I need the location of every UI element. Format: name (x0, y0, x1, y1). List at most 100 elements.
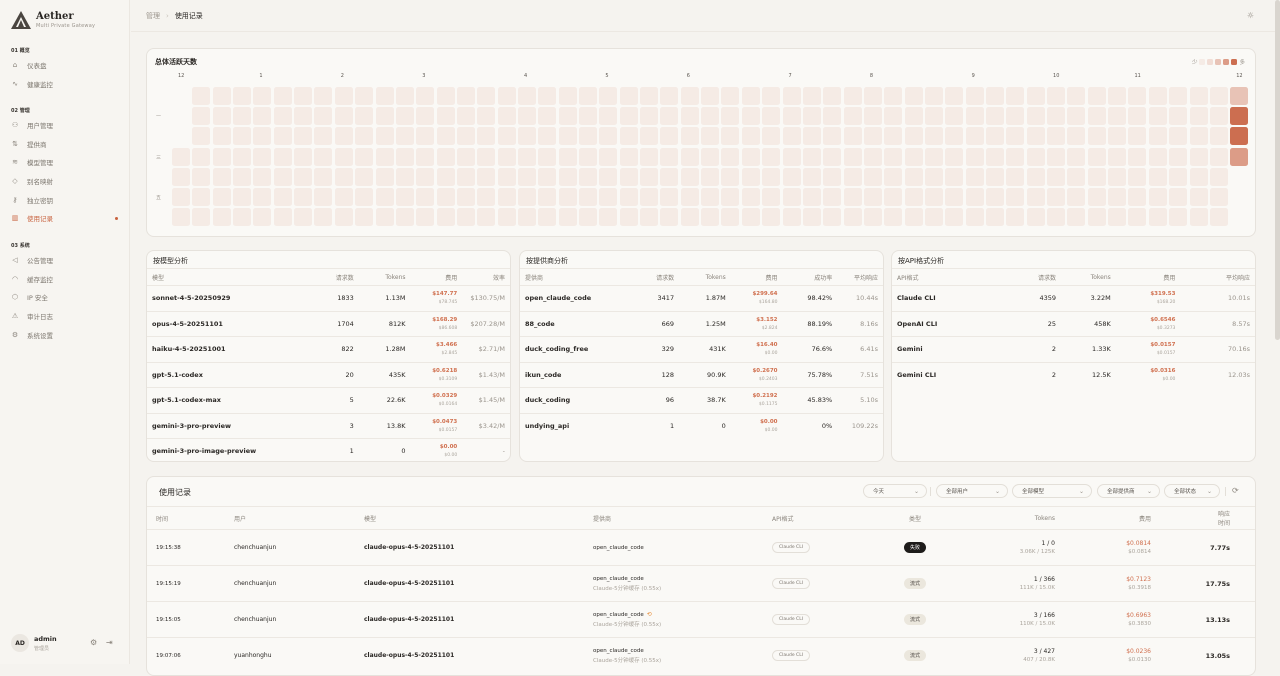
refresh-icon[interactable]: ⟳ (1232, 486, 1239, 495)
heatmap-cell[interactable] (192, 107, 211, 126)
sidebar-item[interactable]: ◁ 公告管理 (11, 252, 123, 268)
heatmap-cell[interactable] (986, 208, 1004, 227)
heatmap-cell[interactable] (823, 107, 842, 126)
table-row[interactable]: 88_code 669 1.25M $3.152 $2.824 88.19% 8.16s (520, 310, 883, 337)
heatmap-cell[interactable] (1169, 167, 1188, 186)
heatmap-cell[interactable] (823, 147, 842, 166)
heatmap-cell[interactable] (823, 167, 842, 186)
heatmap-cell[interactable] (1026, 87, 1045, 105)
heatmap-cell[interactable] (782, 147, 801, 166)
heatmap-cell[interactable] (558, 107, 577, 126)
heatmap-cell[interactable] (965, 107, 984, 126)
heatmap-cell[interactable] (660, 208, 679, 227)
heatmap-cell[interactable] (1230, 107, 1249, 126)
heatmap-cell[interactable] (375, 87, 394, 105)
heatmap-cell[interactable] (1047, 87, 1066, 105)
heatmap-cell[interactable] (436, 167, 455, 186)
sidebar-item[interactable]: ⚷ 独立密钥 (11, 192, 123, 208)
heatmap-cell[interactable] (233, 208, 252, 227)
heatmap-cell[interactable] (640, 167, 659, 186)
heatmap-cell[interactable] (1006, 208, 1025, 227)
heatmap-cell[interactable] (1108, 147, 1127, 166)
heatmap-cell[interactable] (762, 188, 781, 206)
heatmap-cell[interactable] (619, 87, 638, 105)
heatmap-cell[interactable] (517, 167, 536, 186)
heatmap-cell[interactable] (1209, 87, 1228, 105)
heatmap-cell[interactable] (762, 208, 781, 227)
sidebar-item[interactable]: ⬡ IP 安全 (11, 289, 123, 305)
heatmap-cell[interactable] (965, 188, 984, 206)
heatmap-cell[interactable] (212, 147, 231, 166)
heatmap-cell[interactable] (1189, 87, 1208, 105)
heatmap-cell[interactable] (579, 147, 597, 166)
heatmap-cell[interactable] (945, 107, 964, 126)
heatmap-cell[interactable] (477, 107, 496, 126)
heatmap-cell[interactable] (660, 147, 679, 166)
heatmap-cell[interactable] (1230, 147, 1249, 166)
heatmap-cell[interactable] (863, 208, 882, 227)
heatmap-cell[interactable] (1148, 107, 1167, 126)
heatmap-cell[interactable] (253, 147, 272, 166)
table-row[interactable]: undying_api 1 0 $0.00 $0.00 0% 109.22s (520, 412, 883, 439)
heatmap-cell[interactable] (701, 167, 720, 186)
heatmap-cell[interactable] (863, 167, 882, 186)
column-header[interactable]: Tokens (1034, 514, 1055, 522)
column-header[interactable]: 平均响应 (853, 274, 878, 282)
heatmap-cell[interactable] (823, 87, 842, 105)
heatmap-cell[interactable] (456, 107, 475, 126)
heatmap-cell[interactable] (924, 147, 943, 166)
heatmap-cell[interactable] (843, 147, 862, 166)
heatmap-cell[interactable] (436, 188, 455, 206)
sidebar-item[interactable]: ≋ 模型管理 (11, 154, 123, 170)
heatmap-cell[interactable] (172, 167, 190, 186)
heatmap-cell[interactable] (1006, 107, 1025, 126)
heatmap-cell[interactable] (334, 147, 353, 166)
heatmap-cell[interactable] (212, 127, 231, 146)
heatmap-cell[interactable] (619, 147, 638, 166)
heatmap-cell[interactable] (599, 127, 618, 146)
heatmap-cell[interactable] (1047, 188, 1066, 206)
heatmap-cell[interactable] (579, 188, 597, 206)
heatmap-cell[interactable] (172, 147, 190, 166)
heatmap-cell[interactable] (965, 167, 984, 186)
heatmap-cell[interactable] (1128, 188, 1147, 206)
heatmap-cell[interactable] (1087, 188, 1106, 206)
heatmap-cell[interactable] (477, 188, 496, 206)
heatmap-cell[interactable] (741, 208, 760, 227)
heatmap-cell[interactable] (802, 167, 821, 186)
heatmap-cell[interactable] (660, 87, 679, 105)
heatmap-cell[interactable] (741, 87, 760, 105)
heatmap-cell[interactable] (965, 147, 984, 166)
heatmap-cell[interactable] (436, 87, 455, 105)
heatmap-cell[interactable] (1087, 107, 1106, 126)
heatmap-cell[interactable] (212, 167, 231, 186)
heatmap-cell[interactable] (619, 127, 638, 146)
heatmap-cell[interactable] (904, 167, 923, 186)
heatmap-cell[interactable] (233, 147, 252, 166)
heatmap-cell[interactable] (904, 127, 923, 146)
heatmap-cell[interactable] (904, 147, 923, 166)
sidebar-item[interactable]: ⇅ 提供商 (11, 136, 123, 152)
heatmap-cell[interactable] (721, 87, 740, 105)
heatmap-cell[interactable] (1047, 107, 1066, 126)
heatmap-cell[interactable] (680, 147, 699, 166)
heatmap-cell[interactable] (1209, 188, 1228, 206)
heatmap-cell[interactable] (334, 127, 353, 146)
heatmap-cell[interactable] (680, 107, 699, 126)
heatmap-cell[interactable] (1128, 208, 1147, 227)
heatmap-cell[interactable] (375, 188, 394, 206)
heatmap-cell[interactable] (640, 87, 659, 105)
heatmap-cell[interactable] (721, 188, 740, 206)
table-row[interactable]: duck_coding_free 329 431K $16.40 $0.00 76.6% 6… (520, 336, 883, 362)
heatmap-cell[interactable] (233, 167, 252, 186)
table-row[interactable]: gpt-5.1-codex 20 435K $0.6218 $0.3109 $1.43/M (147, 361, 510, 388)
heatmap-cell[interactable] (233, 127, 252, 146)
theme-toggle-icon[interactable]: ☼ (1246, 11, 1254, 20)
table-row[interactable]: haiku-4-5-20251001 822 1.28M $3.466 $2.845 $2… (147, 336, 510, 362)
heatmap-cell[interactable] (680, 208, 699, 227)
heatmap-cell[interactable] (863, 107, 882, 126)
heatmap-cell[interactable] (1026, 188, 1045, 206)
heatmap-cell[interactable] (497, 87, 516, 105)
heatmap-cell[interactable] (172, 188, 190, 206)
heatmap-cell[interactable] (395, 107, 414, 126)
